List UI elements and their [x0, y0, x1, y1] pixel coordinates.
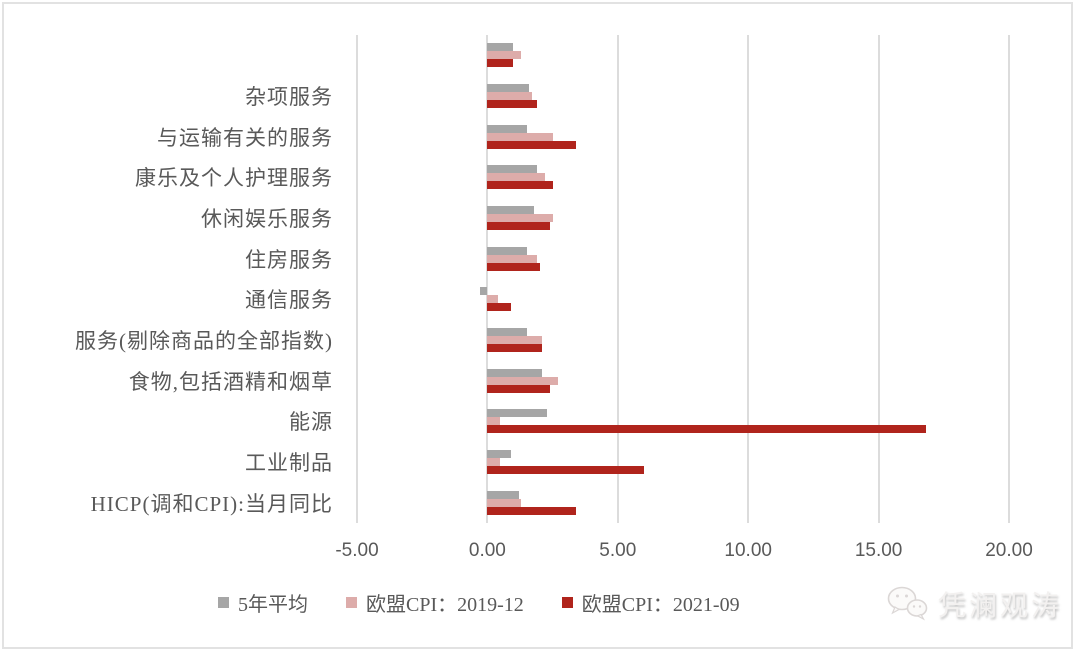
bar-group	[357, 157, 1009, 198]
gridline	[616, 35, 619, 523]
x-tick-label: 20.00	[985, 540, 1033, 561]
legend-marker	[218, 597, 229, 608]
legend-item: 欧盟CPI：2019-12	[346, 588, 524, 617]
x-axis: -5.00 0.00 5.00 10.00 15.00 20.00	[335, 540, 1032, 568]
x-tick-label: 10.00	[724, 540, 772, 561]
bar	[479, 287, 488, 296]
bar	[487, 51, 522, 60]
gridline	[877, 35, 880, 523]
plot-area	[356, 35, 1010, 523]
legend-item: 欧盟CPI：2021-09	[561, 588, 740, 617]
bar	[487, 506, 577, 515]
x-tick-label: -5.00	[335, 540, 379, 561]
bar-group	[357, 238, 1009, 279]
watermark-text: 凭澜观涛	[937, 590, 1062, 621]
category-label: 工业制品	[245, 451, 333, 476]
bar	[487, 384, 550, 393]
legend-marker	[561, 597, 573, 608]
category-label: 康乐及个人护理服务	[135, 166, 333, 191]
bar-group	[357, 442, 1009, 483]
watermark: 凭澜观涛	[886, 584, 1062, 624]
bar	[487, 376, 558, 385]
bar	[487, 417, 501, 426]
bar	[487, 92, 532, 100]
bar-group	[357, 360, 1009, 401]
category-label: 住房服务	[245, 247, 333, 272]
bar	[487, 409, 548, 418]
bar-group	[357, 198, 1009, 239]
bar	[487, 43, 514, 52]
bar	[487, 214, 553, 223]
bar	[487, 450, 511, 459]
legend-item: 5年平均	[218, 588, 308, 617]
bar-rows	[357, 35, 1009, 523]
x-tick-label: 0.00	[468, 540, 506, 561]
bar-group	[357, 482, 1009, 523]
category-label: 通信服务	[245, 288, 333, 313]
bar	[487, 336, 543, 345]
bar	[487, 206, 535, 215]
legend-label: 欧盟CPI：2021-09	[581, 594, 740, 616]
bar	[487, 165, 537, 174]
gridline	[747, 35, 750, 523]
bar	[487, 100, 537, 108]
bar	[487, 498, 522, 507]
bar-group	[357, 76, 1009, 117]
bar	[487, 222, 550, 231]
wechat-icon	[887, 586, 928, 621]
bar-group	[357, 35, 1009, 76]
bar	[487, 181, 553, 190]
bar	[487, 132, 553, 141]
bar	[487, 466, 644, 475]
category-label: HICP(调和CPI):当月同比	[90, 491, 333, 516]
bar	[487, 368, 543, 377]
x-tick-label: 15.00	[854, 540, 903, 561]
bar	[487, 246, 527, 255]
legend: 5年平均 欧盟CPI：2019-12 欧盟CPI：2021-09	[218, 588, 740, 617]
gridline	[356, 35, 358, 523]
bar-group	[357, 279, 1009, 320]
bar	[487, 458, 501, 467]
bar-group	[357, 320, 1009, 361]
legend-marker	[346, 597, 357, 608]
bar	[487, 124, 527, 133]
category-label: 与运输有关的服务	[157, 125, 333, 150]
bar	[487, 254, 537, 263]
category-label: 服务(剔除商品的全部指数)	[75, 329, 333, 354]
category-labels: 杂项服务与运输有关的服务康乐及个人护理服务休闲娱乐服务住房服务通信服务服务(剔除…	[0, 35, 345, 523]
bar	[487, 425, 926, 434]
category-label: 能源	[289, 410, 333, 435]
x-tick-label: 5.00	[599, 540, 637, 561]
bar-group	[357, 116, 1009, 157]
gridline	[486, 35, 489, 523]
bar	[487, 84, 530, 92]
category-label: 杂项服务	[245, 85, 333, 109]
bar-group	[357, 401, 1009, 442]
bar	[487, 140, 577, 149]
bar	[487, 295, 498, 304]
bar	[487, 262, 540, 271]
category-label: 食物,包括酒精和烟草	[128, 369, 333, 394]
bar	[487, 59, 514, 68]
gridline	[1008, 35, 1010, 523]
bar	[487, 303, 511, 312]
bar	[487, 328, 527, 337]
legend-label: 5年平均	[238, 594, 308, 616]
category-label	[0, 35, 345, 76]
bar	[487, 173, 545, 182]
legend-label: 欧盟CPI：2019-12	[366, 594, 524, 616]
bar	[487, 344, 543, 353]
category-label: 休闲娱乐服务	[201, 207, 333, 232]
bar	[487, 490, 519, 499]
